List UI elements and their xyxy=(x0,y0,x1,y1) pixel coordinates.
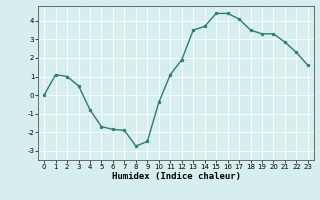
X-axis label: Humidex (Indice chaleur): Humidex (Indice chaleur) xyxy=(111,172,241,181)
